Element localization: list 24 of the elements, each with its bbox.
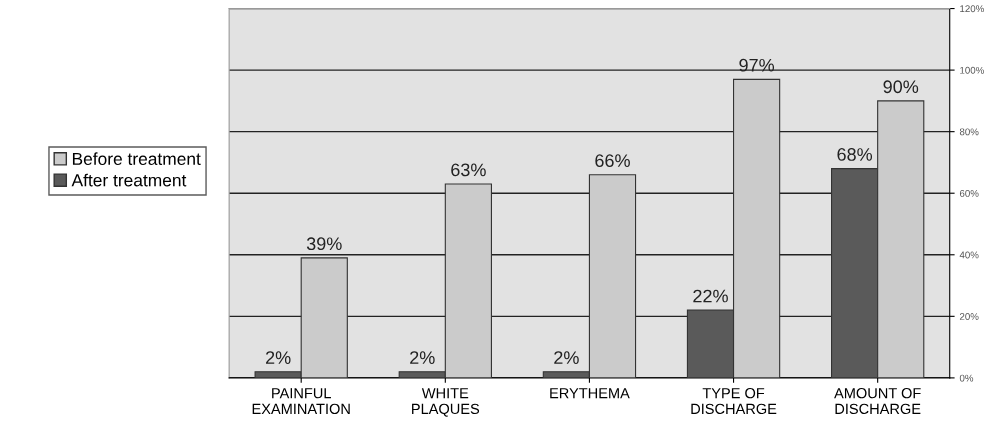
- legend-label: Before treatment: [72, 152, 201, 166]
- y-tick-label: 60%: [959, 189, 979, 197]
- x-tick-label: AMOUNT OF DISCHARGE: [834, 388, 921, 415]
- data-label: 2%: [410, 351, 435, 364]
- data-label: 66%: [595, 154, 630, 168]
- data-label: 39%: [306, 237, 342, 251]
- data-label: 22%: [693, 289, 728, 303]
- data-label: 2%: [266, 351, 291, 364]
- data-label: 68%: [837, 148, 873, 161]
- legend-label: After treatment: [71, 173, 187, 187]
- data-label: 90%: [883, 80, 919, 94]
- x-tick-label: WHITE PLAQUES: [412, 388, 480, 417]
- data-label: 63%: [451, 163, 486, 177]
- data-label: 97%: [739, 58, 775, 72]
- data-label: 2%: [554, 351, 579, 364]
- y-tick-label: 40%: [959, 251, 979, 259]
- x-tick-label: ERYTHEMA: [550, 388, 630, 399]
- y-tick-label: 120%: [960, 5, 984, 13]
- y-tick-label: 80%: [959, 128, 979, 136]
- y-tick-label: 100%: [960, 66, 984, 74]
- x-tick-label: PAINFUL EXAMINATION: [252, 388, 350, 415]
- y-tick-label: 0%: [959, 374, 974, 382]
- y-tick-label: 20%: [959, 313, 979, 320]
- x-tick-label: TYPE OF DISCHARGE: [691, 388, 777, 415]
